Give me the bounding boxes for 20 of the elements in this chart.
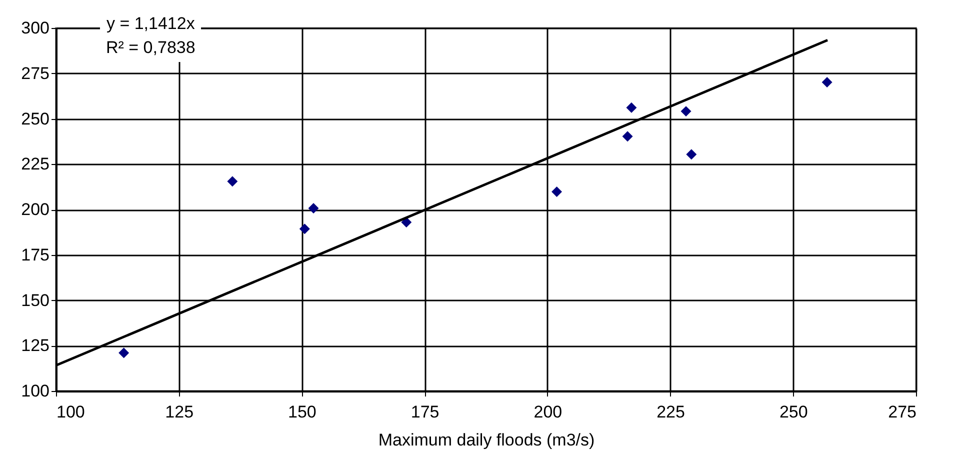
x-tick-label: 200 [534, 402, 562, 422]
x-tick-label: 100 [56, 402, 85, 422]
x-tick-label: 275 [888, 402, 916, 422]
y-tick-label: 200 [21, 200, 50, 219]
y-tick-label: 300 [21, 18, 50, 38]
annotation: y = 1,1412x [106, 13, 196, 35]
x-axis-title: Maximum daily floods (m3/s) [378, 430, 595, 450]
y-tick-label: 100 [21, 382, 50, 400]
x-tick-label: 250 [779, 402, 808, 422]
x-tick-label: 225 [656, 402, 685, 422]
y-tick-label: 175 [21, 245, 50, 264]
x-tick-label: 150 [288, 402, 316, 422]
y-tick-label: 275 [21, 64, 50, 83]
x-tick-label: 125 [165, 402, 194, 422]
x-tick-label: 175 [410, 402, 440, 422]
y-tick-label: 150 [21, 290, 50, 310]
y-tick-label: 225 [21, 154, 50, 174]
y-tick-label: 250 [21, 109, 50, 128]
y-tick-label: 125 [21, 336, 50, 356]
annotation: R² = 0,7838 [106, 37, 196, 59]
